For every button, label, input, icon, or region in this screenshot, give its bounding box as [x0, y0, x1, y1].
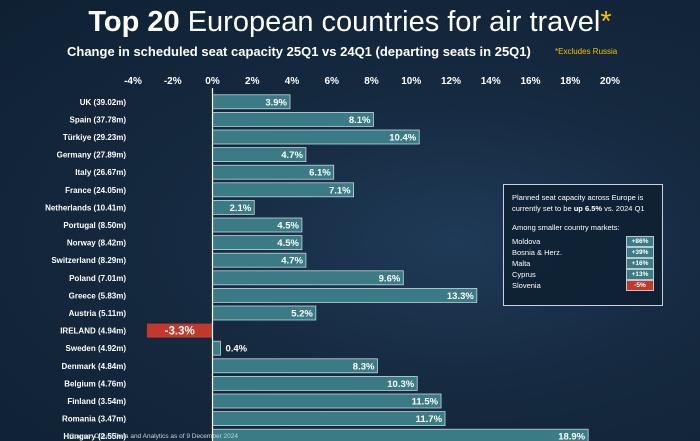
- value-label: 6.1%: [309, 168, 331, 179]
- market-row: Cyprus +13%: [512, 269, 654, 280]
- market-value-badge: +13%: [626, 269, 654, 280]
- market-value-badge: +39%: [626, 247, 654, 258]
- x-tick-label: 6%: [325, 76, 340, 87]
- market-row: Moldova +86%: [512, 236, 654, 247]
- chart-subtitle: Change in scheduled seat capacity 25Q1 v…: [67, 44, 531, 59]
- category-label: Belgium (4.76m): [64, 379, 126, 388]
- info-among: Among smaller country markets:: [512, 223, 620, 232]
- category-label: Sweden (4.92m): [66, 344, 127, 353]
- bar: [212, 340, 221, 356]
- category-label: Denmark (4.84m): [62, 362, 127, 371]
- x-tick-label: 10%: [401, 76, 421, 87]
- title-asterisk: *: [600, 6, 612, 38]
- category-label: Romania (3.47m): [62, 415, 126, 424]
- bar: [212, 129, 420, 145]
- x-tick-label: 20%: [600, 76, 620, 87]
- category-label: Türkiye (29.23m): [63, 133, 126, 142]
- x-tick-label: -4%: [124, 76, 142, 87]
- value-label: 4.7%: [281, 150, 303, 161]
- market-row: Slovenia -5%: [512, 280, 654, 291]
- category-label: UK (39.02m): [80, 98, 127, 107]
- source-note: Source: Cirium Data and Analytics as of …: [70, 433, 239, 440]
- value-label: 0.4%: [225, 344, 247, 355]
- bar: [212, 393, 442, 409]
- market-name: Malta: [512, 259, 531, 268]
- value-label: 8.1%: [349, 115, 371, 126]
- value-label: 10.3%: [387, 379, 414, 390]
- market-row: Malta +16%: [512, 258, 654, 269]
- excludes-note: *Excludes Russia: [555, 47, 618, 56]
- bar: [212, 270, 404, 286]
- x-tick-label: 18%: [560, 76, 580, 87]
- value-label: 4.5%: [277, 221, 299, 232]
- x-tick-label: 16%: [520, 76, 540, 87]
- info-intro-part1: Planned seat capacity across Europe is c…: [512, 193, 644, 213]
- x-tick-label: 12%: [441, 76, 461, 87]
- market-row: Bosnia & Herz. +39%: [512, 247, 654, 258]
- market-name: Cyprus: [512, 270, 536, 279]
- value-label: 9.6%: [379, 273, 401, 284]
- value-label: 13.3%: [447, 291, 474, 302]
- title-bold: Top 20: [88, 6, 180, 38]
- category-label: Greece (5.83m): [69, 291, 127, 300]
- bar: [146, 323, 213, 338]
- value-label: 11.7%: [416, 414, 443, 425]
- category-label: Poland (7.01m): [69, 274, 126, 283]
- x-tick-label: 14%: [481, 76, 501, 87]
- category-label: Finland (3.54m): [67, 397, 126, 406]
- info-box: Planned seat capacity across Europe is c…: [503, 184, 663, 306]
- value-label: 2.1%: [230, 203, 252, 214]
- category-label: Italy (26.67m): [75, 168, 126, 177]
- info-intro: Planned seat capacity across Europe is c…: [512, 192, 654, 214]
- info-intro-part2: vs. 2024 Q1: [602, 204, 645, 213]
- value-label: 4.5%: [277, 238, 299, 249]
- value-label: 7.1%: [329, 185, 351, 196]
- value-label: 10.4%: [389, 133, 416, 144]
- category-label: Austria (5.11m): [69, 309, 127, 318]
- x-tick-label: 4%: [285, 76, 300, 87]
- market-value-badge: +86%: [626, 236, 654, 247]
- market-name: Moldova: [512, 237, 541, 246]
- category-label: Portugal (8.50m): [63, 221, 126, 230]
- category-label: France (24.05m): [65, 186, 126, 195]
- chart-title: Top 20 European countries for air travel…: [0, 6, 700, 39]
- x-tick-label: 2%: [245, 76, 260, 87]
- category-label: Hungary (2.55m): [63, 432, 126, 441]
- category-label: Switzerland (8.29m): [51, 256, 126, 265]
- value-label: 8.3%: [353, 361, 375, 372]
- x-tick-label: -2%: [164, 76, 182, 87]
- market-name: Slovenia: [512, 281, 541, 290]
- market-value-badge: -5%: [626, 280, 654, 291]
- info-intro-bold: up 6.5%: [573, 204, 603, 213]
- value-label: 3.9%: [265, 97, 287, 108]
- x-tick-label: 0%: [205, 76, 220, 87]
- value-label: 18.9%: [558, 432, 585, 441]
- value-label: 11.5%: [412, 397, 439, 408]
- market-value-badge: +16%: [626, 258, 654, 269]
- category-label: Spain (37.78m): [70, 115, 127, 124]
- value-label: 4.7%: [281, 256, 303, 267]
- category-label: IRELAND (4.94m): [60, 327, 126, 336]
- bar: [212, 428, 589, 441]
- value-label: 5.2%: [291, 309, 313, 320]
- category-label: Germany (27.89m): [57, 151, 127, 160]
- value-label: -3.3%: [165, 326, 195, 338]
- bar: [212, 411, 446, 427]
- category-label: Netherlands (10.41m): [45, 203, 126, 212]
- title-rest: European countries for air travel: [179, 6, 601, 38]
- x-tick-label: 8%: [364, 76, 379, 87]
- category-label: Norway (8.42m): [67, 239, 126, 248]
- market-name: Bosnia & Herz.: [512, 248, 563, 257]
- bar: [212, 287, 478, 303]
